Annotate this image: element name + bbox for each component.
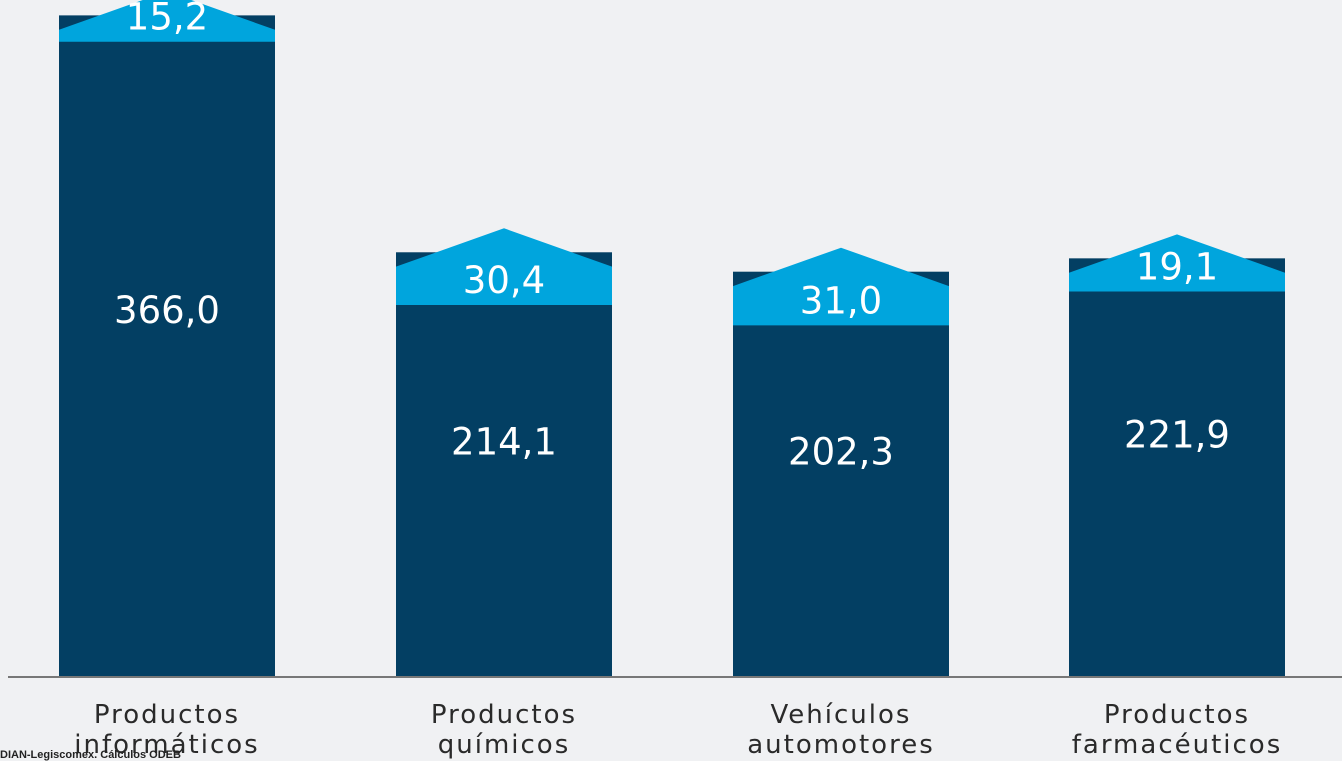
- bar-value-label: 221,9: [1124, 414, 1230, 457]
- bar-increase: [59, 0, 275, 42]
- category-label: Productos farmacéuticos: [1071, 700, 1283, 760]
- bar-value-label: 202,3: [788, 431, 894, 474]
- bar-group: 366,0 15,2: [59, 0, 275, 677]
- bar-increase: [733, 247, 949, 326]
- increase-value-label: 30,4: [463, 259, 545, 302]
- source-note: DIAN-Legiscomex. Cálculos ODEB: [0, 749, 181, 761]
- bar-group: 214,1 30,4: [396, 228, 612, 676]
- bar-increase: [1069, 234, 1285, 292]
- bar-base: [1069, 258, 1285, 676]
- increase-value-label: 19,1: [1136, 245, 1218, 288]
- bar-base: [733, 271, 949, 676]
- bar-value-label: 366,0: [114, 289, 220, 332]
- bar-group: 221,9 19,1: [1069, 234, 1285, 676]
- bar-base: [59, 15, 275, 677]
- bar-base: [396, 252, 612, 676]
- category-label: Vehículos automotores: [747, 700, 935, 760]
- bar-value-label: 214,1: [451, 420, 557, 463]
- increase-value-label: 31,0: [800, 279, 882, 322]
- category-label: Productos informáticos: [74, 700, 260, 760]
- increase-value-label: 15,2: [126, 0, 208, 39]
- category-label: Productos químicos: [430, 700, 578, 760]
- bar-group: 202,3 31,0: [733, 247, 949, 676]
- bar-increase: [396, 228, 612, 305]
